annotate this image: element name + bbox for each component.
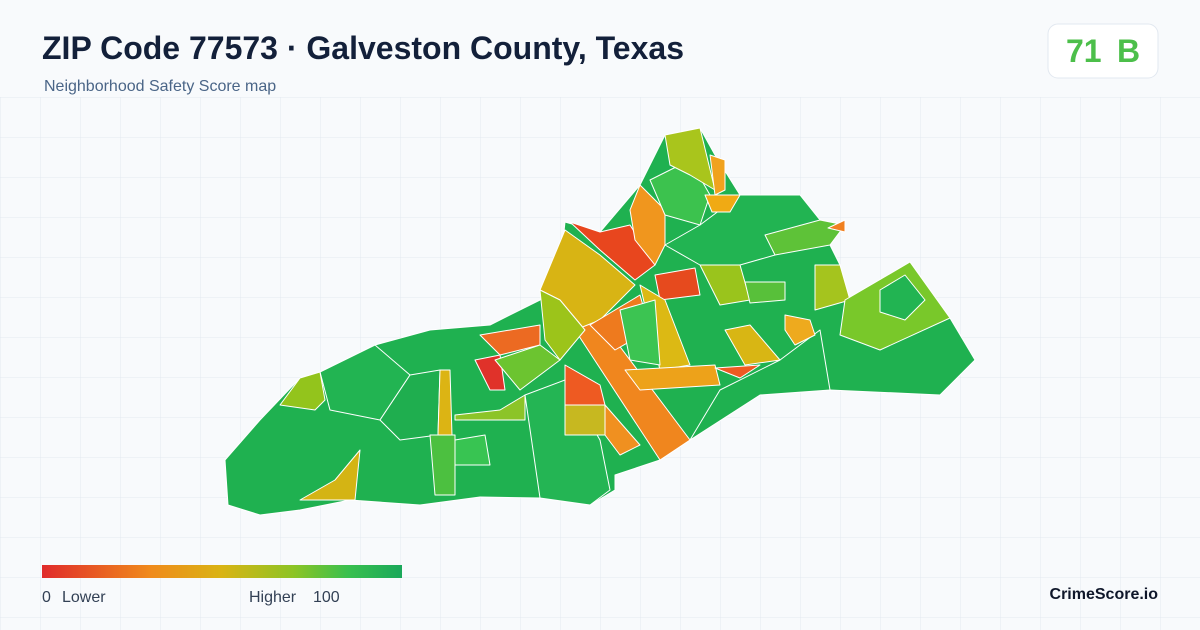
tract xyxy=(784,314,816,346)
tract xyxy=(689,329,831,441)
title: ZIP Code 77573 · Galveston County, Texas xyxy=(42,30,684,66)
tract xyxy=(564,404,606,436)
brand: CrimeScore.io xyxy=(1050,586,1159,603)
tract xyxy=(827,219,846,233)
score-badge: 71 B xyxy=(1047,23,1159,79)
badge-box xyxy=(1047,23,1159,79)
tract xyxy=(454,434,491,466)
tract xyxy=(664,127,716,191)
tract xyxy=(704,194,741,213)
tract xyxy=(619,299,661,366)
legend-max-label: Higher xyxy=(249,589,297,606)
legend-max: 100 xyxy=(313,589,340,606)
tract xyxy=(494,344,561,391)
tract xyxy=(624,364,721,391)
legend-min: 0 xyxy=(42,589,51,606)
tract xyxy=(437,369,453,436)
tract xyxy=(724,324,781,366)
score-grade: B xyxy=(1117,33,1140,69)
tract xyxy=(279,371,326,411)
tract xyxy=(654,267,701,301)
tract xyxy=(429,434,456,496)
tract xyxy=(744,281,786,304)
tract xyxy=(879,274,926,321)
tract xyxy=(709,154,726,196)
tract xyxy=(379,369,441,441)
tract xyxy=(574,319,691,461)
tract xyxy=(714,364,761,379)
zip-map xyxy=(224,127,976,516)
legend-min-label: Lower xyxy=(62,589,106,606)
legend-gradient xyxy=(42,565,402,578)
score-value: 71 xyxy=(1066,33,1102,69)
tract xyxy=(539,289,586,361)
subtitle: Neighborhood Safety Score map xyxy=(44,78,276,95)
tract xyxy=(299,449,361,501)
tract xyxy=(604,404,641,456)
tract xyxy=(454,394,526,421)
